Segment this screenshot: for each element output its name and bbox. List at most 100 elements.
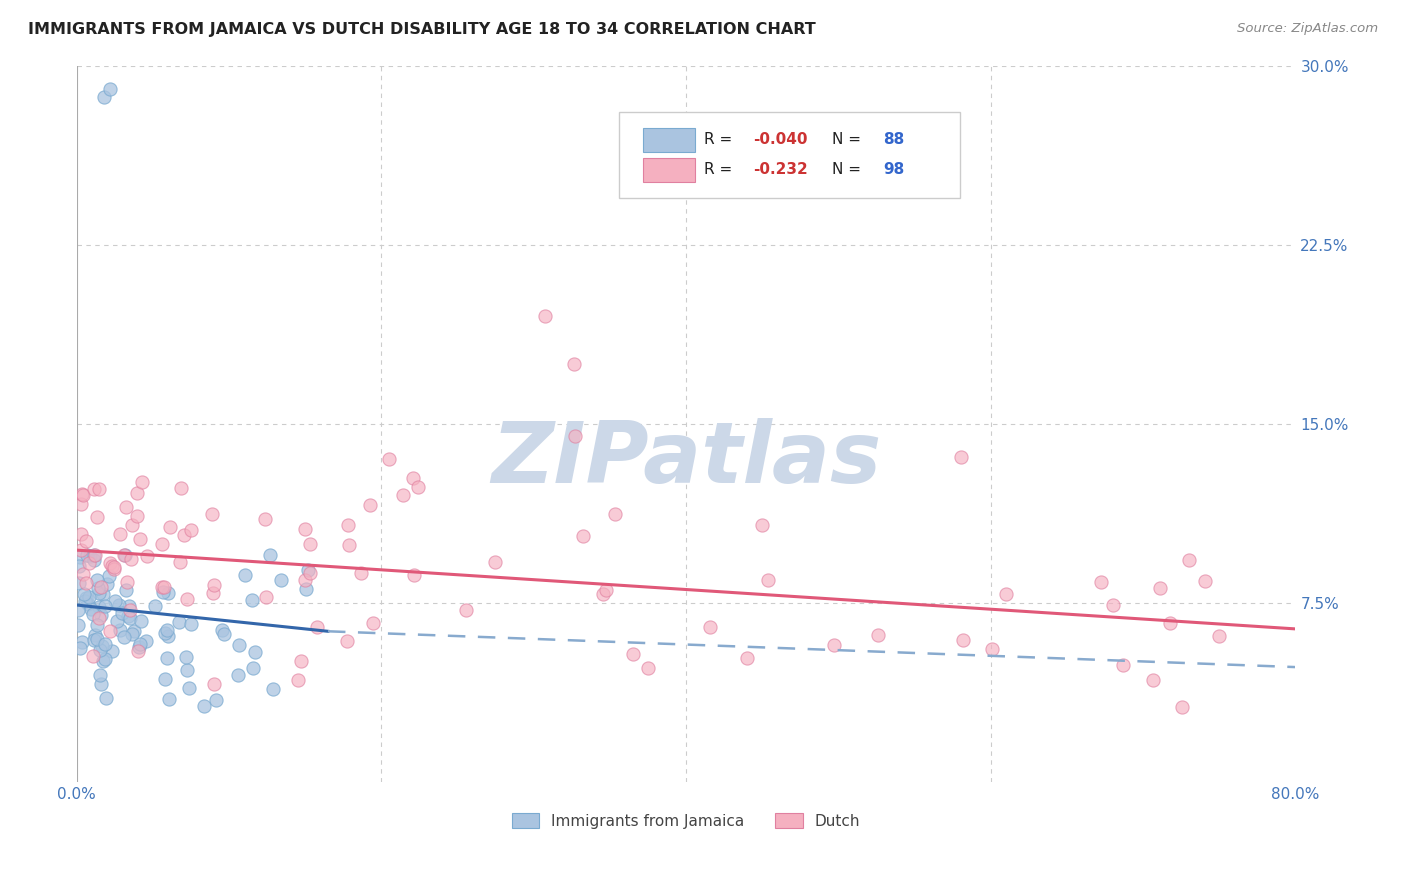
Point: [156, 651, 179, 665]
Text: Source: ZipAtlas.com: Source: ZipAtlas.com: [1237, 22, 1378, 36]
Point: [112, 630, 135, 644]
Point: [1090, 575, 1112, 590]
Point: [359, 498, 381, 512]
Point: [143, 599, 166, 613]
Point: [454, 603, 477, 617]
Point: [169, 481, 191, 495]
Point: [86, 574, 108, 588]
Point: [98, 556, 121, 570]
Point: [111, 606, 134, 620]
Point: [94, 637, 117, 651]
Point: [101, 558, 124, 573]
Point: [240, 593, 263, 607]
Point: [121, 518, 143, 533]
Point: [950, 450, 973, 465]
Point: [290, 654, 312, 668]
Point: [1194, 574, 1216, 589]
Point: [201, 507, 224, 521]
Point: [294, 582, 316, 596]
Point: [77, 591, 100, 605]
Point: [97, 569, 120, 583]
Point: [1112, 657, 1135, 672]
Text: -0.040: -0.040: [754, 132, 807, 147]
Point: [980, 642, 1002, 657]
Point: [212, 627, 235, 641]
Point: [136, 549, 159, 563]
Point: [751, 518, 773, 533]
Point: [1149, 581, 1171, 595]
Point: [90, 580, 112, 594]
Point: [104, 593, 127, 607]
Point: [180, 617, 202, 632]
Point: [823, 638, 845, 652]
Point: [128, 640, 150, 654]
Point: [298, 566, 321, 581]
Point: [1101, 598, 1123, 612]
Point: [89, 482, 111, 496]
Text: 98: 98: [883, 162, 904, 177]
Point: [105, 614, 128, 628]
Point: [77, 556, 100, 570]
Point: [118, 611, 141, 625]
Point: [120, 552, 142, 566]
Point: [75, 591, 97, 606]
Point: [262, 681, 284, 696]
Point: [253, 511, 276, 525]
Point: [336, 634, 359, 648]
Point: [87, 611, 110, 625]
Point: [205, 693, 228, 707]
Point: [156, 623, 179, 637]
Point: [121, 627, 143, 641]
Text: R =: R =: [704, 132, 737, 147]
Point: [637, 660, 659, 674]
Point: [350, 566, 373, 581]
Point: [699, 620, 721, 634]
Point: [80, 602, 103, 616]
Point: [157, 691, 180, 706]
Point: [82, 607, 104, 621]
Point: [75, 576, 97, 591]
Point: [70, 527, 93, 541]
Point: [562, 357, 585, 371]
Point: [83, 553, 105, 567]
Point: [756, 573, 779, 587]
Point: [94, 652, 117, 666]
Point: [243, 645, 266, 659]
Point: [153, 672, 176, 686]
Point: [86, 510, 108, 524]
Point: [107, 598, 129, 612]
Point: [128, 532, 150, 546]
Point: [115, 500, 138, 514]
Point: [226, 668, 249, 682]
Point: [202, 578, 225, 592]
Point: [242, 661, 264, 675]
Text: 88: 88: [883, 132, 904, 147]
Point: [67, 576, 90, 591]
Point: [270, 573, 292, 587]
Point: [176, 663, 198, 677]
Point: [167, 615, 190, 630]
Point: [592, 587, 614, 601]
Point: [572, 529, 595, 543]
Point: [83, 482, 105, 496]
Point: [93, 599, 115, 614]
Point: [152, 584, 174, 599]
Point: [176, 592, 198, 607]
Point: [737, 650, 759, 665]
Point: [91, 654, 114, 668]
Point: [103, 562, 125, 576]
Point: [129, 637, 152, 651]
Point: [83, 548, 105, 562]
Point: [605, 507, 627, 521]
Point: [77, 597, 100, 611]
Point: [135, 634, 157, 648]
Point: [98, 82, 121, 96]
Point: [76, 548, 98, 562]
Point: [87, 581, 110, 595]
Point: [294, 522, 316, 536]
Point: [112, 548, 135, 562]
Point: [484, 556, 506, 570]
Point: [91, 586, 114, 600]
Point: [174, 650, 197, 665]
Point: [75, 594, 97, 608]
